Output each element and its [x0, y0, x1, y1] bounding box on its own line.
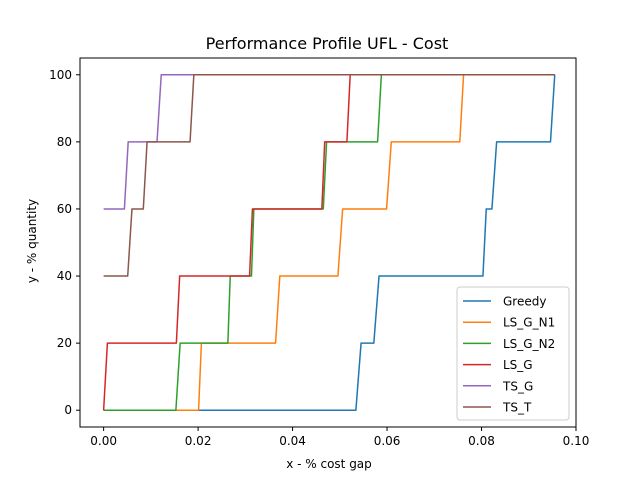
legend-label-ls-g-n1: LS_G_N1	[503, 316, 555, 330]
legend: Greedy LS_G_N1 LS_G_N2 LS_G TS_G TS_T	[456, 286, 570, 421]
y-tick-label: 60	[57, 202, 72, 216]
y-tick-label: 40	[57, 269, 72, 283]
x-tick-label: 0.00	[90, 434, 117, 448]
series-line-ts-t	[103, 74, 555, 277]
legend-label-ls-g-n2: LS_G_N2	[503, 337, 555, 351]
y-tick-label: 20	[57, 336, 72, 350]
y-axis-label: y - % quantity	[25, 199, 39, 283]
legend-box	[456, 286, 570, 421]
x-tick-label: 0.08	[468, 434, 495, 448]
series-layer	[102, 74, 556, 411]
y-tick-label: 100	[49, 68, 72, 82]
legend-label-ts-g: TS_G	[502, 379, 533, 393]
series-line-ls-g-n1	[103, 74, 555, 411]
series-line-greedy	[103, 74, 556, 411]
legend-label-ts-t: TS_T	[502, 401, 532, 415]
x-axis-label: x - % cost gap	[286, 457, 372, 471]
legend-label-ls-g: LS_G	[503, 358, 533, 372]
legend-label-greedy: Greedy	[503, 295, 546, 309]
x-tick-label: 0.04	[279, 434, 306, 448]
x-tick-label: 0.02	[185, 434, 212, 448]
chart-title: Performance Profile UFL - Cost	[206, 34, 449, 53]
series-line-ls-g	[102, 74, 555, 411]
x-tick-label: 0.10	[563, 434, 590, 448]
plot-frame	[79, 57, 577, 428]
y-tick-label: 0	[64, 403, 72, 417]
y-tick-label: 80	[57, 135, 72, 149]
axes-layer: 0.00 0.02 0.04 0.06 0.08 0.10 0 20 40 60 80 100	[49, 57, 590, 448]
series-line-ls-g-n2	[103, 74, 555, 411]
x-tick-label: 0.06	[374, 434, 401, 448]
